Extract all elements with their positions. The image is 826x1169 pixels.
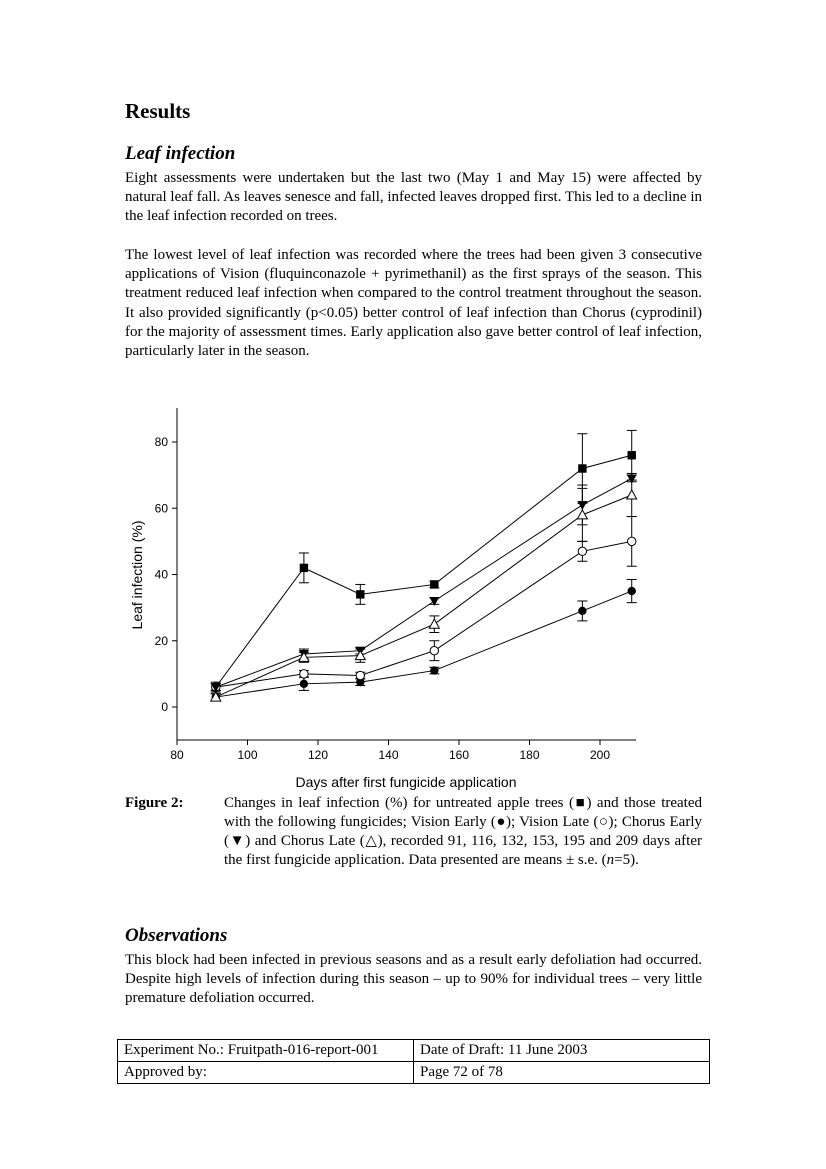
data-point-triangle-up — [209, 691, 222, 702]
y-tick-label: 40 — [155, 568, 169, 582]
leaf-infection-heading: Leaf infection — [125, 143, 236, 164]
experiment-number: Experiment No.: Fruitpath-016-report-001 — [117, 1039, 414, 1062]
data-point-open-circle — [627, 536, 637, 547]
series-line — [215, 477, 632, 688]
data-point-triangle-up — [576, 508, 589, 520]
series-line — [215, 494, 632, 698]
data-point-square — [356, 590, 365, 599]
x-tick-label: 120 — [308, 748, 328, 762]
data-point-triangle-up — [625, 488, 638, 500]
y-tick-label: 60 — [155, 501, 169, 515]
data-point-triangle-down — [210, 683, 221, 693]
x-tick-label: 80 — [170, 748, 184, 762]
page-number: Page 72 of 78 — [413, 1061, 710, 1084]
y-tick-label: 80 — [155, 435, 169, 449]
data-point-open-circle — [429, 645, 440, 656]
data-point-square — [578, 464, 587, 473]
y-tick-label: 20 — [155, 634, 169, 648]
approved-by: Approved by: — [117, 1061, 414, 1084]
data-point-filled-circle — [627, 586, 636, 596]
data-point-open-circle — [577, 546, 588, 557]
figure-label: Figure 2: — [125, 795, 184, 811]
y-tick-label: 0 — [161, 700, 168, 714]
data-point-triangle-up — [354, 649, 367, 661]
data-point-triangle-up — [298, 651, 310, 662]
x-tick-label: 200 — [590, 748, 610, 762]
data-point-open-circle — [355, 670, 366, 681]
data-point-triangle-up — [428, 618, 441, 629]
figure-caption: Changes in leaf infection (%) for untrea… — [224, 795, 702, 868]
footer-table: Experiment No.: Fruitpath-016-report-001… — [117, 1039, 710, 1084]
draft-date: Date of Draft: 11 June 2003 — [413, 1039, 710, 1062]
data-point-triangle-down — [429, 597, 440, 606]
x-tick-label: 100 — [237, 748, 257, 762]
data-point-square — [430, 580, 439, 589]
series-line — [215, 540, 632, 688]
data-point-filled-circle — [356, 677, 365, 687]
observations-paragraph: This block had been infected in previous… — [125, 952, 702, 1007]
x-tick-label: 180 — [519, 748, 539, 762]
leaf-paragraph-1: Eight assessments were undertaken but th… — [125, 170, 703, 225]
leaf-infection-chart: 80 100 120 140 160 180 200 0 20 40 60 80 Days after … — [129, 408, 638, 790]
x-tick-label: 160 — [449, 748, 469, 762]
series-line — [215, 454, 632, 688]
data-point-filled-circle — [430, 666, 439, 675]
data-point-filled-circle — [578, 606, 587, 616]
section-heading: Results — [125, 99, 191, 123]
series-line — [215, 590, 632, 698]
x-axis-label: Days after first fungicide application — [296, 774, 517, 790]
data-point-open-circle — [299, 669, 309, 679]
y-axis-label: Leaf infection (%) — [129, 521, 145, 630]
leaf-paragraph-2: The lowest level of leaf infection was r… — [125, 247, 702, 360]
data-point-filled-circle — [299, 679, 309, 689]
x-tick-label: 140 — [378, 748, 398, 762]
data-point-square — [299, 563, 309, 573]
data-point-square — [627, 451, 636, 460]
observations-heading: Observations — [125, 925, 228, 946]
